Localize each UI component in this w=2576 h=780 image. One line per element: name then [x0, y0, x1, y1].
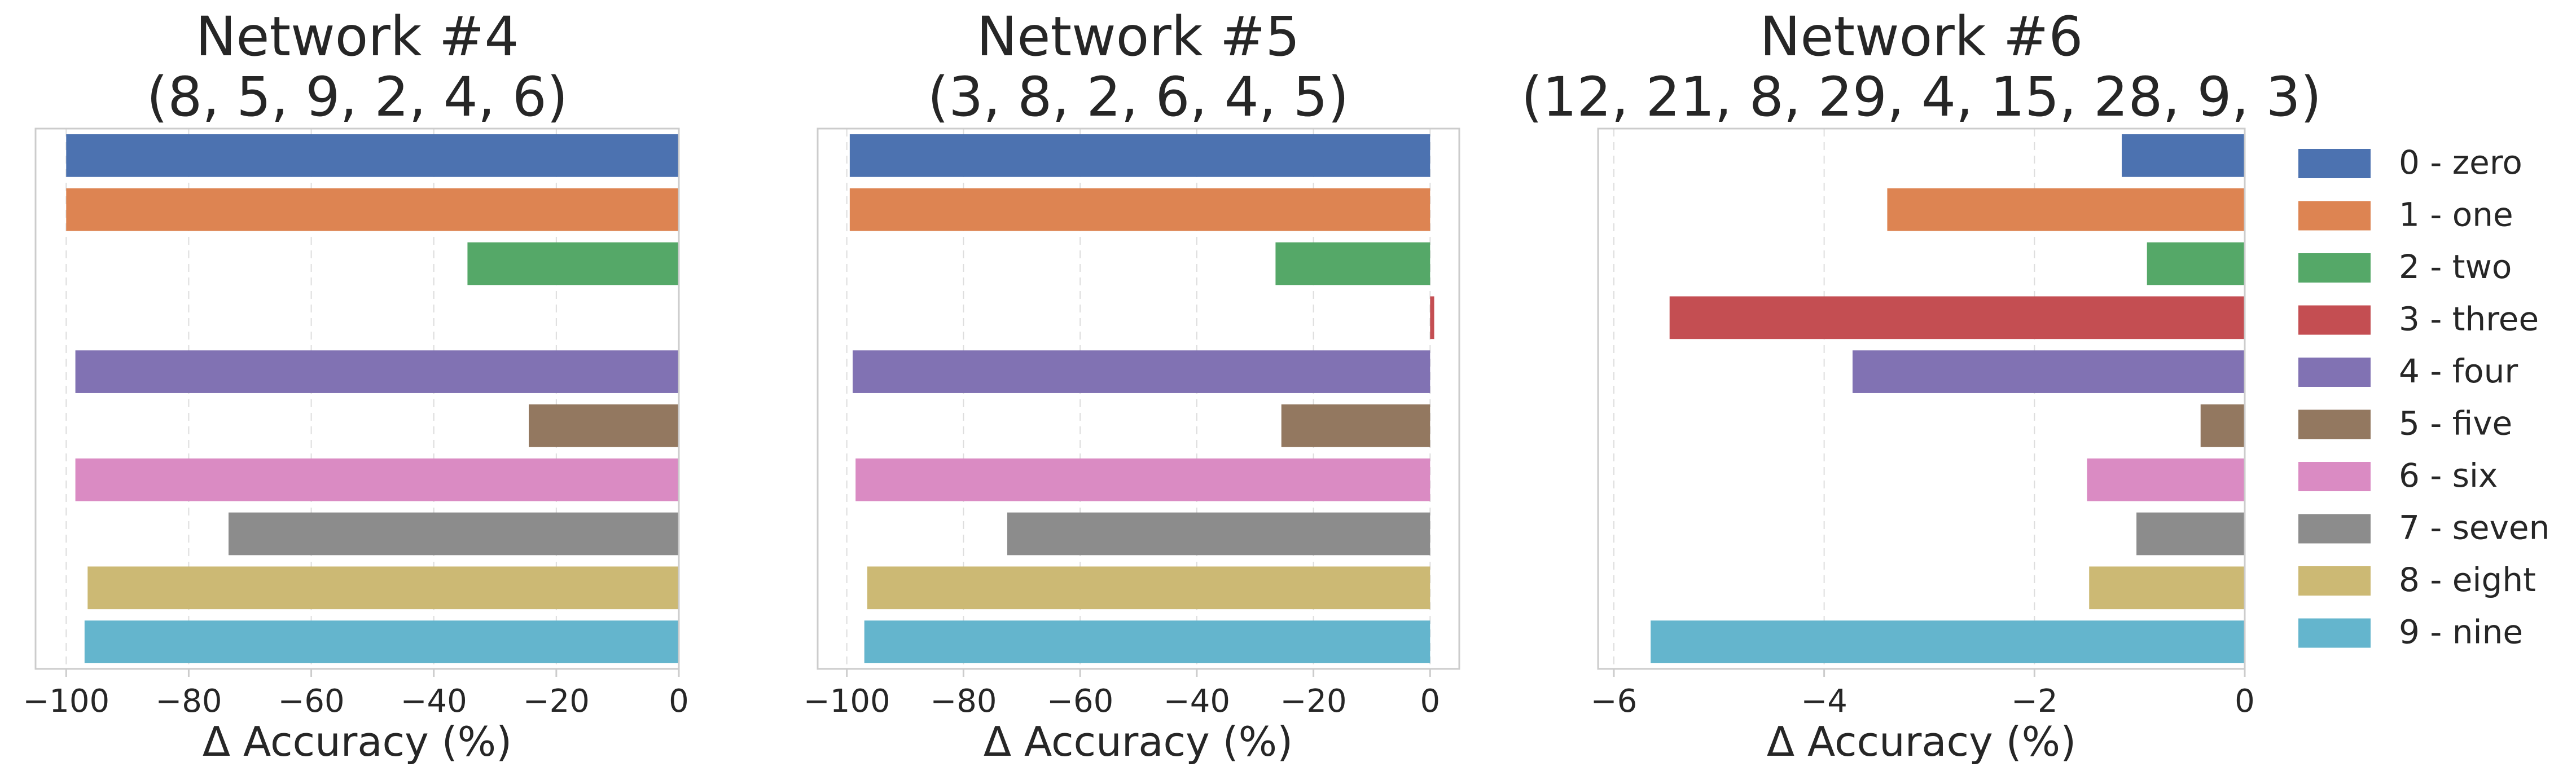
legend-swatch [2298, 149, 2371, 178]
x-tick-label: −4 [1801, 683, 1847, 720]
x-tick-label: 0 [669, 683, 689, 720]
bar-6-six [2087, 458, 2245, 501]
bar-6-six [75, 458, 679, 501]
x-axis-label: Δ Accuracy (%) [984, 718, 1293, 765]
legend-label: 2 - two [2399, 248, 2512, 286]
x-tick-label: −80 [930, 683, 997, 720]
bar-5-five [529, 404, 679, 447]
bar-0-zero [2121, 134, 2245, 177]
legend-item: 1 - one [2298, 196, 2513, 234]
legend-item: 5 - five [2298, 404, 2512, 443]
grid-lines [1613, 129, 2035, 669]
bars [66, 134, 679, 663]
x-tick-label: −60 [1047, 683, 1113, 720]
x-tick-label: 0 [1420, 683, 1440, 720]
bar-7-seven [2136, 512, 2245, 556]
bar-6-six [855, 458, 1430, 501]
legend-label: 7 - seven [2399, 509, 2549, 547]
bar-9-nine [1651, 620, 2245, 663]
legend-swatch [2298, 462, 2371, 491]
chart-title-line-1: Network #5 [977, 5, 1300, 68]
x-tick-label: −20 [1280, 683, 1346, 720]
x-ticks: −100 −80 −60 −40 −20 0 [804, 669, 1440, 720]
bars [849, 134, 1434, 663]
legend-swatch [2298, 253, 2371, 283]
x-tick-label: −2 [2011, 683, 2058, 720]
plot-frame [34, 127, 680, 670]
legend-item: 3 - three [2298, 300, 2539, 338]
plot-frame [817, 127, 1460, 670]
bars [1651, 134, 2245, 663]
bar-9-nine [864, 620, 1430, 663]
legend-label: 3 - three [2399, 300, 2539, 338]
legend-item: 7 - seven [2298, 509, 2549, 547]
legend-swatch [2298, 514, 2371, 544]
legend-swatch [2298, 409, 2371, 439]
x-tick-label: −80 [155, 683, 222, 720]
bar-8-eight [867, 566, 1430, 610]
legend-item: 8 - eight [2298, 561, 2536, 599]
chart-title-line-2: (12, 21, 8, 29, 4, 15, 28, 9, 3) [1521, 65, 2322, 129]
legend-label: 8 - eight [2399, 561, 2536, 599]
x-axis-label: Δ Accuracy (%) [1767, 718, 2076, 765]
bar-8-eight [2089, 566, 2245, 610]
x-tick-label: −100 [23, 683, 109, 720]
bar-2-two [2147, 242, 2245, 285]
bar-0-zero [849, 134, 1430, 177]
legend-item: 2 - two [2298, 248, 2512, 286]
legend-item: 4 - four [2298, 352, 2518, 390]
bar-1-one [66, 188, 679, 231]
legend-label: 5 - five [2399, 404, 2512, 443]
legend-item: 9 - nine [2298, 613, 2523, 651]
bar-5-five [2200, 404, 2245, 447]
chart-title-line-1: Network #4 [196, 5, 519, 68]
chart-title-line-1: Network #6 [1760, 5, 2083, 68]
x-tick-label: −100 [804, 683, 890, 720]
bar-5-five [1281, 404, 1430, 447]
legend-swatch [2298, 305, 2371, 335]
bar-1-one [1887, 188, 2245, 231]
bar-2-two [1275, 242, 1430, 285]
bar-4-four [853, 350, 1430, 393]
chart-network-4: Network #4 (8, 5, 9, 2, 4, 6) −100 −80 −60… [23, 5, 688, 765]
x-tick-label: −20 [523, 683, 590, 720]
x-tick-label: −60 [278, 683, 344, 720]
bar-7-seven [1007, 512, 1430, 556]
bar-8-eight [87, 566, 679, 610]
bar-4-four [75, 350, 679, 393]
x-tick-label: 0 [2235, 683, 2255, 720]
x-tick-label: −40 [1164, 683, 1230, 720]
bar-2-two [467, 242, 679, 285]
x-ticks: −6 −4 −2 0 [1591, 669, 2255, 720]
legend-label: 0 - zero [2399, 143, 2522, 182]
legend-swatch [2298, 618, 2371, 648]
legend: 0 - zero 1 - one 2 - two 3 - three 4 - four 5… [2298, 143, 2549, 651]
x-axis-label: Δ Accuracy (%) [203, 718, 512, 765]
bar-0-zero [66, 134, 679, 177]
bar-9-nine [84, 620, 679, 663]
chart-network-6: Network #6 (12, 21, 8, 29, 4, 15, 28, 9,… [1521, 5, 2322, 765]
x-tick-label: −6 [1591, 683, 1638, 720]
legend-label: 6 - six [2399, 456, 2498, 495]
bar-7-seven [229, 512, 679, 556]
legend-item: 6 - six [2298, 456, 2498, 495]
bar-3-three [1430, 296, 1434, 340]
x-tick-label: −40 [401, 683, 467, 720]
legend-label: 4 - four [2399, 352, 2518, 390]
legend-label: 9 - nine [2399, 613, 2523, 651]
bar-1-one [849, 188, 1430, 231]
legend-swatch [2298, 358, 2371, 387]
chart-title-line-2: (8, 5, 9, 2, 4, 6) [147, 65, 568, 129]
legend-item: 0 - zero [2298, 143, 2522, 182]
bar-4-four [1852, 350, 2245, 393]
plot-frame [1597, 127, 2246, 670]
chart-title-line-2: (3, 8, 2, 6, 4, 5) [928, 65, 1349, 129]
chart-network-5: Network #5 (3, 8, 2, 6, 4, 5) −100 −80 −60… [804, 5, 1460, 765]
legend-label: 1 - one [2399, 196, 2513, 234]
bar-3-three [1669, 296, 2245, 340]
legend-swatch [2298, 201, 2371, 231]
legend-swatch [2298, 566, 2371, 596]
x-ticks: −100 −80 −60 −40 −20 0 [23, 669, 689, 720]
